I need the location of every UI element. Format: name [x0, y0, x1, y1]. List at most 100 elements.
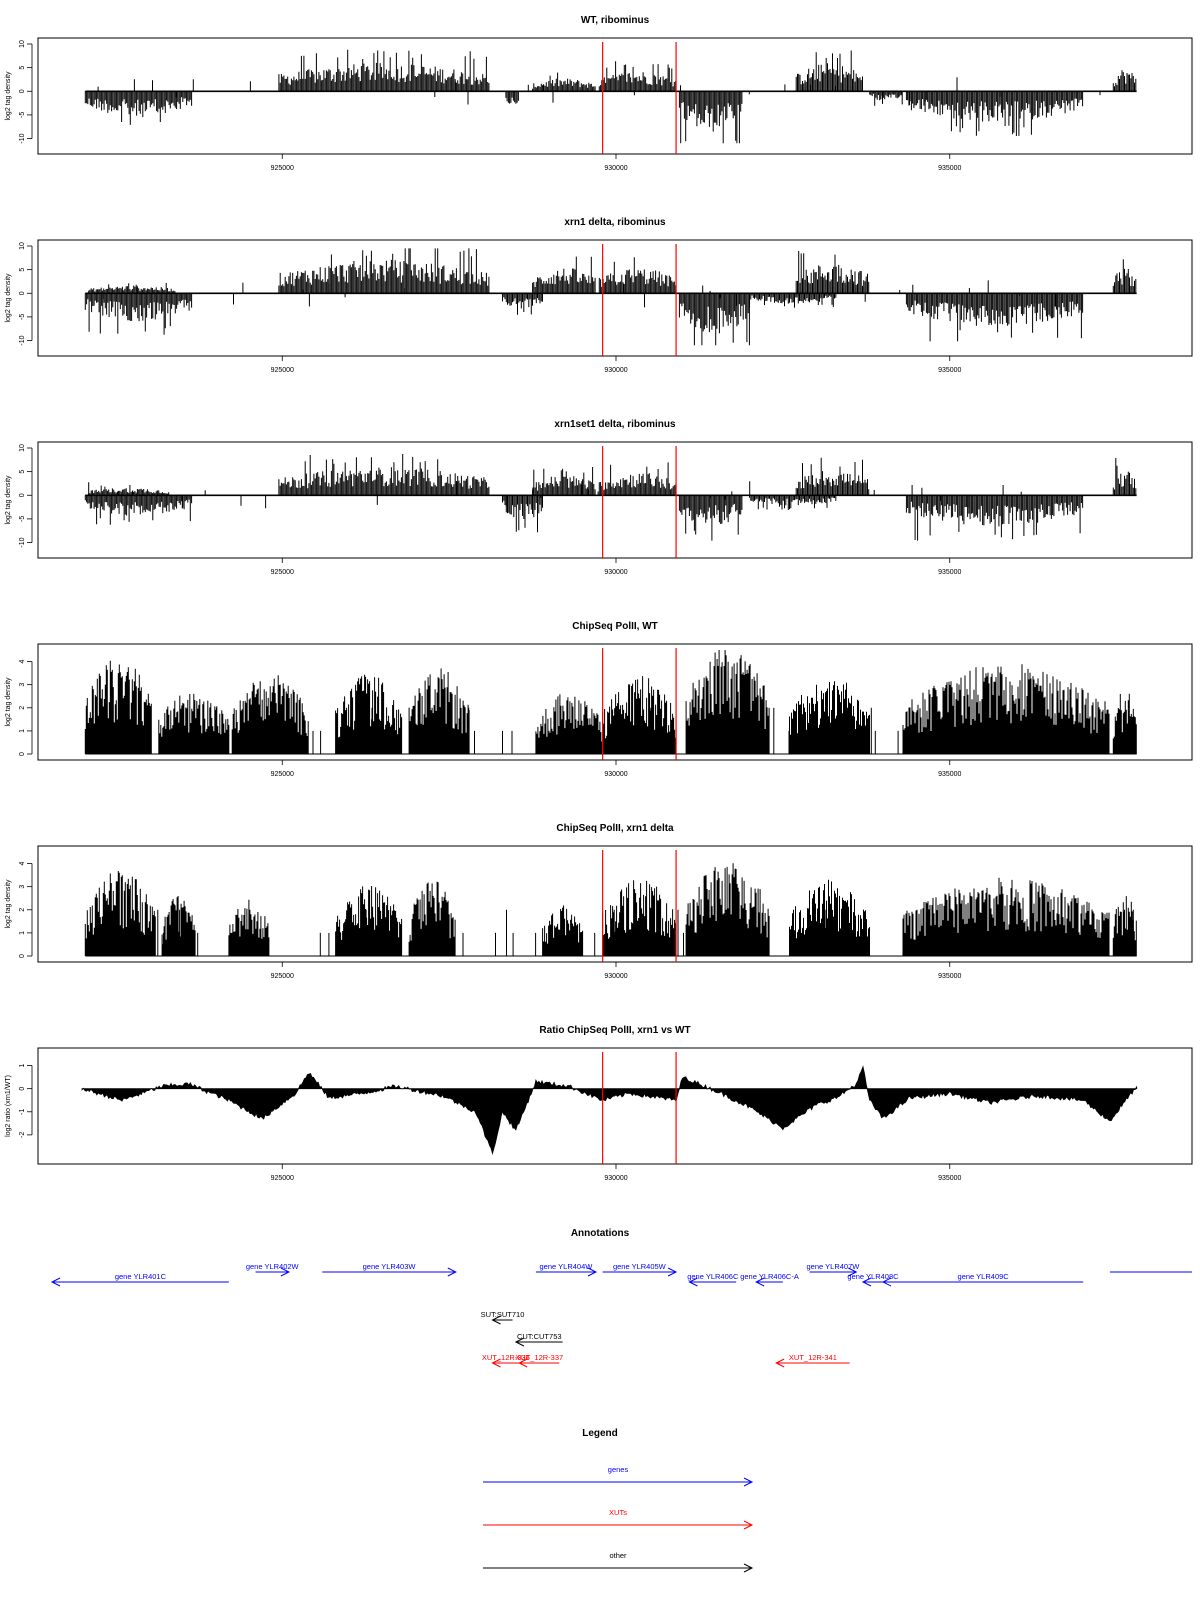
feature-label: gene YLR403W	[363, 1262, 417, 1271]
y-tick-label: 10	[19, 242, 26, 250]
bar-series	[84, 454, 1137, 541]
bar-lines	[231, 675, 309, 754]
y-tick-label: -5	[19, 314, 26, 320]
chart-title: xrn1set1 delta, ribominus	[554, 419, 676, 430]
chart-title: xrn1 delta, ribominus	[564, 217, 666, 228]
data-segment	[749, 495, 837, 510]
data-segment	[678, 293, 750, 346]
data-segment	[502, 495, 543, 533]
x-tick-label: 935000	[938, 367, 961, 374]
bar-lines	[602, 676, 677, 754]
annotation-feature: gene YLR406C-A	[740, 1272, 799, 1287]
data-segment	[408, 668, 470, 754]
bar-series	[84, 863, 1137, 957]
bar-lines	[532, 72, 596, 92]
arrow-head	[50, 1277, 61, 1287]
arrow-head	[775, 1358, 785, 1368]
x-tick-label: 925000	[271, 569, 294, 576]
data-segment	[84, 293, 193, 335]
annotation-feature: gene YLR405W	[602, 1262, 678, 1277]
arrow-head	[743, 1563, 754, 1573]
x-tick-label: 930000	[604, 165, 627, 172]
y-tick-label: 5	[19, 268, 26, 272]
data-segment	[749, 293, 837, 308]
bar-lines	[84, 660, 152, 754]
y-axis: -2 -1 0 1	[19, 1064, 33, 1138]
data-segment	[84, 495, 193, 525]
annotation-feature: SUT:SUT710	[481, 1310, 524, 1325]
arrow-head	[743, 1477, 754, 1487]
bar-lines	[1112, 896, 1137, 956]
y-axis-label: log2 tag density	[5, 475, 12, 525]
y-axis-label: log2 tag density	[5, 677, 12, 727]
x-tick-label: 925000	[271, 973, 294, 980]
x-tick-label: 935000	[938, 973, 961, 980]
data-segment	[335, 886, 403, 956]
legend-item: XUTs	[483, 1508, 754, 1530]
data-segment	[598, 257, 677, 294]
data-segment	[902, 664, 1110, 754]
data-segment	[502, 293, 543, 315]
y-tick-label: 0	[19, 493, 26, 497]
data-segment	[869, 91, 903, 106]
data-segment	[789, 879, 870, 956]
bar-lines	[408, 881, 456, 956]
chart-panel: xrn1set1 delta, ribominus log2 tag densit…	[5, 419, 1193, 576]
legend-item: other	[483, 1551, 754, 1573]
x-tick-label: 930000	[604, 367, 627, 374]
bar-lines	[905, 293, 1084, 342]
data-segment	[602, 880, 677, 956]
x-tick-label: 925000	[271, 165, 294, 172]
annotation-feature: XUT_12R-337	[515, 1353, 563, 1368]
data-segment	[1112, 693, 1137, 754]
annotation-feature: gene YLR409C	[881, 1272, 1084, 1287]
annotation-feature: gene YLR407W	[807, 1262, 860, 1277]
bar-lines	[278, 49, 490, 92]
y-tick-label: 0	[19, 954, 26, 958]
chart-panel: WT, ribominus log2 tag density -10 -5 0 5 10 92…	[5, 15, 1193, 172]
bar-lines	[602, 880, 677, 956]
annotation-feature: gene YLR404W	[535, 1262, 598, 1277]
y-tick-label: -10	[19, 133, 26, 143]
bar-lines	[685, 863, 770, 956]
bar-lines	[1112, 70, 1137, 92]
data-segment	[602, 676, 677, 754]
bar-series	[84, 49, 1137, 144]
feature-label: XUT_12R-336	[482, 1353, 530, 1362]
chart-panel: ChipSeq PolII, xrn1 delta log2 tag densit…	[5, 823, 1193, 980]
y-tick-label: 4	[19, 660, 26, 664]
feature-label: gene YLR404W	[540, 1262, 594, 1271]
x-tick-label: 930000	[604, 973, 627, 980]
data-segment	[685, 863, 770, 956]
plot-frame	[37, 845, 1193, 963]
y-tick-label: 2	[19, 908, 26, 912]
bar-lines	[795, 251, 870, 294]
bar-lines	[502, 293, 543, 315]
chart-panel: xrn1 delta, ribominus log2 tag density -10…	[5, 217, 1193, 374]
x-tick-label: 935000	[938, 569, 961, 576]
y-tick-label: 5	[19, 470, 26, 474]
data-segment	[278, 454, 490, 496]
data-segment	[278, 248, 490, 294]
y-tick-label: -5	[19, 112, 26, 118]
annotation-feature: gene YLR408C	[847, 1272, 899, 1287]
bar-lines	[598, 61, 677, 92]
arrow-head	[755, 1277, 765, 1287]
annotation-feature: gene YLR401C	[50, 1272, 229, 1287]
y-tick-label: -10	[19, 537, 26, 547]
bar-lines	[678, 293, 750, 346]
y-tick-label: 0	[19, 291, 26, 295]
annotations-title: Annotations	[571, 1228, 630, 1239]
feature-label: gene YLR401C	[115, 1272, 167, 1281]
data-segment	[84, 660, 152, 754]
x-tick-label: 925000	[271, 1175, 294, 1182]
bar-lines	[678, 495, 743, 541]
ratio-area	[81, 1065, 1138, 1156]
bar-lines	[535, 694, 603, 754]
bar-lines	[795, 457, 870, 496]
x-tick-label: 935000	[938, 165, 961, 172]
y-axis: -10 -5 0 5 10	[19, 242, 33, 346]
arrow-head	[587, 1267, 598, 1277]
x-tick-label: 935000	[938, 1175, 961, 1182]
bar-lines	[502, 495, 543, 533]
